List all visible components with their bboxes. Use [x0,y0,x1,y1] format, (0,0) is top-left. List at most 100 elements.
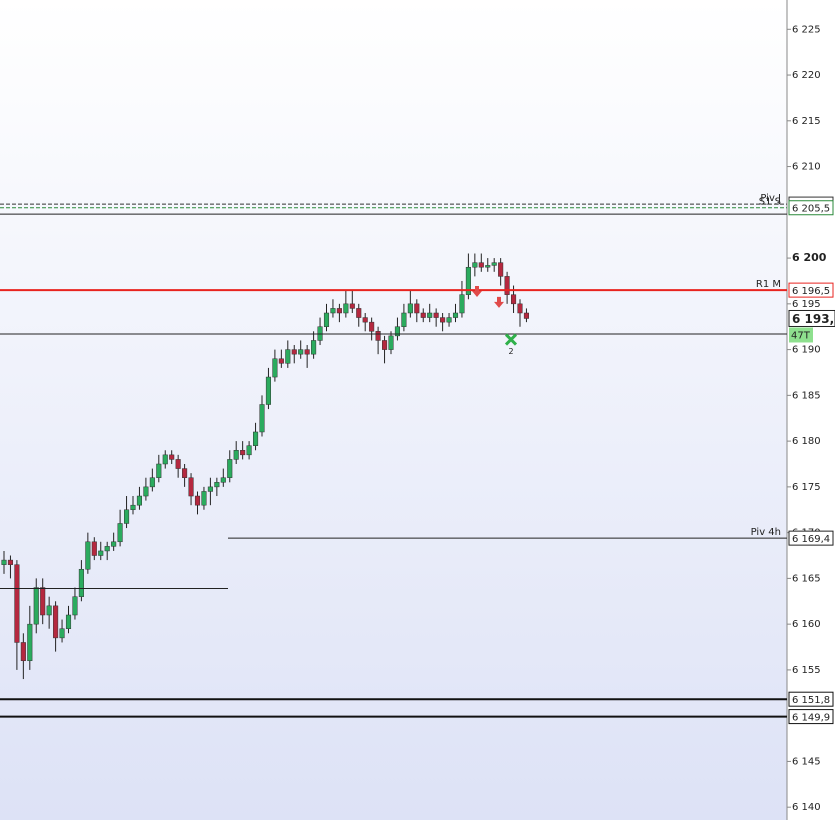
candle-body [304,349,310,355]
level-price-box [788,691,834,707]
level-name: R1 M [756,279,781,290]
candle-body [278,358,284,364]
candle-body [401,312,407,327]
candle-body [227,459,233,478]
candle-body [207,486,213,492]
y-tick-label: 6 160 [792,619,821,630]
candle-body [375,331,381,341]
candle-body [336,308,342,314]
y-tick-label: 6 145 [792,756,821,767]
candle-body [523,312,530,319]
timer: 47T [791,330,811,341]
candle-body [130,504,136,511]
level-price-box [788,709,834,725]
candle-body [143,486,149,497]
candle-body [188,477,194,497]
candle-body [7,559,13,565]
candle-body [382,340,388,350]
candle-body [498,262,504,277]
candle-body [356,308,362,318]
candle-body [40,587,46,616]
candle-body [485,265,491,268]
candle-body [459,294,465,314]
plot-area [0,0,787,820]
sell-arrow [494,296,504,308]
candle-body [407,303,413,314]
timer-box [789,327,813,343]
candle-body [117,523,123,543]
candle-body [246,445,252,456]
y-tick-label: 6 155 [792,665,821,676]
exit-count: 2 [508,347,513,356]
candle-body [259,404,265,433]
candle-body [414,303,420,314]
sell-arrow [472,285,482,297]
level-price: 6 205,5 [792,204,830,215]
level-name: Piv J [760,193,781,204]
candle-body [298,349,304,355]
candle-body [136,495,142,506]
candle-body [194,495,201,506]
y-tick-label: 6 165 [792,573,821,584]
y-tick-label: 6 225 [792,24,821,35]
candle-body [65,614,72,629]
candle-body [285,349,291,364]
candle-body [517,303,523,314]
y-tick-label: 6 140 [792,802,821,813]
y-tick-label: 6 180 [792,436,821,447]
candle-body [465,266,471,295]
candle-body [1,559,7,565]
candle-body [446,317,452,323]
y-tick-label: 6 185 [792,390,821,401]
candle-body [240,450,246,456]
candle-body [265,376,271,405]
level-price: 6 169,4 [792,534,830,545]
price-axis [787,0,835,820]
candle-body [175,459,181,469]
candle-body [349,303,355,309]
last-price-box [788,309,835,327]
level-price-box [788,282,834,298]
candle-body [98,550,104,556]
candle-body [46,605,52,616]
candle-body [20,642,26,662]
candle-body [491,262,497,266]
level-price: 6 196,5 [792,286,830,297]
level-price: 6 151,8 [792,695,830,706]
candle-body [478,262,484,268]
y-tick-label: 6 195 [792,299,821,310]
level-name: S1 S [759,197,781,208]
candle-body [362,317,368,323]
candle-body [14,564,20,643]
candle-body [452,312,459,318]
candle-body [311,340,317,355]
candle-body [511,294,517,305]
exit-marker [504,333,518,346]
candle-body [427,312,433,318]
candle-body [323,312,330,327]
candle-body [169,454,175,460]
y-tick-label: 6 215 [792,116,821,127]
candle-body [201,491,207,506]
candle-body [504,276,510,295]
candle-body [149,477,155,488]
candle-body [420,312,426,318]
candle-body [53,605,59,639]
candle-body [253,431,259,446]
candle-body [369,321,375,332]
candle-body [330,308,336,314]
y-tick-label: 6 190 [792,345,821,356]
candle-body [440,317,446,323]
y-tick-label: 6 175 [792,482,821,493]
candle-body [272,358,278,378]
candle-body [394,326,400,337]
candle-body [162,454,168,465]
level-price-box [788,530,834,546]
y-tick-label: 6 210 [792,162,821,173]
level-name: Piv 4h [751,527,781,538]
candle-body [124,509,130,524]
candle-body [33,587,39,625]
candle-body [156,463,162,478]
